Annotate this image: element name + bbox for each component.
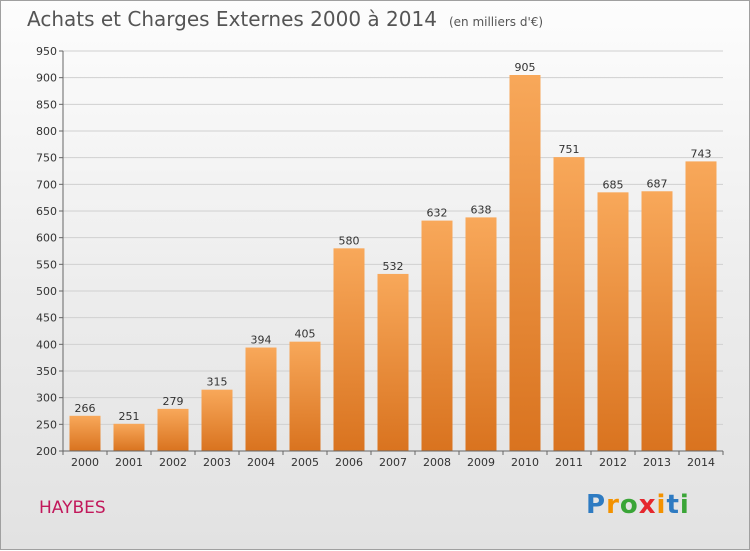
chart-title: Achats et Charges Externes 2000 à 2014 (e… <box>27 7 543 31</box>
logo-letter: x <box>638 490 657 520</box>
y-tick-label: 850 <box>36 98 57 111</box>
bar-value-label: 279 <box>163 395 184 408</box>
bar <box>289 341 321 451</box>
y-tick-label: 300 <box>36 392 57 405</box>
bar-value-label: 632 <box>427 207 448 220</box>
logo-letter: i <box>679 490 690 520</box>
x-tick-label: 2002 <box>159 456 187 469</box>
y-tick-label: 350 <box>36 365 57 378</box>
y-tick-label: 800 <box>36 125 57 138</box>
bar <box>685 161 717 451</box>
chart-title-text: Achats et Charges Externes 2000 à 2014 <box>27 7 437 31</box>
x-tick-label: 2014 <box>687 456 715 469</box>
bars: 266 251 279 315 394 405 580 532 632 638 905 751 685 6… <box>69 61 717 452</box>
y-tick-label: 950 <box>36 45 57 58</box>
logo-letter: o <box>619 490 639 520</box>
bar-value-label: 394 <box>251 334 272 347</box>
x-tick-label: 2011 <box>555 456 583 469</box>
bar <box>69 415 101 451</box>
bar-value-label: 251 <box>119 410 140 423</box>
bar-value-label: 532 <box>383 260 404 273</box>
bar <box>333 248 365 451</box>
y-tick-label: 450 <box>36 312 57 325</box>
x-tick-label: 2004 <box>247 456 275 469</box>
y-tick-label: 200 <box>36 445 57 458</box>
y-tick-label: 600 <box>36 232 57 245</box>
bar-value-label: 315 <box>207 376 228 389</box>
y-tick-label: 400 <box>36 338 57 351</box>
bar-value-label: 905 <box>515 61 536 74</box>
y-tick-label: 900 <box>36 72 57 85</box>
bar-value-label: 405 <box>295 328 316 341</box>
bar-value-label: 580 <box>339 234 360 247</box>
y-tick-label: 650 <box>36 205 57 218</box>
bar-value-label: 638 <box>471 203 492 216</box>
bar <box>157 408 189 451</box>
bar <box>377 273 409 451</box>
x-tick-label: 2006 <box>335 456 363 469</box>
logo-letter: t <box>666 490 680 520</box>
x-tick-label: 2013 <box>643 456 671 469</box>
bar <box>245 347 277 451</box>
location-label: HAYBES <box>39 498 106 518</box>
x-tick-label: 2003 <box>203 456 231 469</box>
bar <box>553 157 585 451</box>
bar <box>641 191 673 451</box>
bar <box>597 192 629 452</box>
bar <box>201 389 233 451</box>
chart-unit-note: (en milliers d'€) <box>448 15 544 29</box>
x-tick-label: 2012 <box>599 456 627 469</box>
proxiti-logo: Proxiti <box>586 490 690 520</box>
bar <box>113 423 145 451</box>
x-tick-label: 2009 <box>467 456 495 469</box>
bar-value-label: 266 <box>75 402 96 415</box>
y-tick-label: 550 <box>36 258 57 271</box>
x-tick-label: 2005 <box>291 456 319 469</box>
bar <box>465 217 497 451</box>
x-tick-label: 2001 <box>115 456 143 469</box>
bar-value-label: 743 <box>691 147 712 160</box>
bar-value-label: 687 <box>647 177 668 190</box>
x-tick-label: 2010 <box>511 456 539 469</box>
bar-value-label: 751 <box>559 143 580 156</box>
y-tick-label: 700 <box>36 178 57 191</box>
bar <box>509 75 541 451</box>
x-tick-label: 2008 <box>423 456 451 469</box>
bar <box>421 220 453 451</box>
logo-letter: i <box>656 490 667 520</box>
y-tick-label: 250 <box>36 418 57 431</box>
logo-letter: P <box>586 490 607 520</box>
x-tick-label: 2000 <box>71 456 99 469</box>
logo-letter: r <box>606 490 620 520</box>
y-tick-label: 500 <box>36 285 57 298</box>
y-tick-label: 750 <box>36 152 57 165</box>
axes: 200 250 300 350 400 450 500 550 600 650 700 750 800 8… <box>36 45 724 469</box>
x-tick-label: 2007 <box>379 456 407 469</box>
bar-value-label: 685 <box>603 178 624 191</box>
